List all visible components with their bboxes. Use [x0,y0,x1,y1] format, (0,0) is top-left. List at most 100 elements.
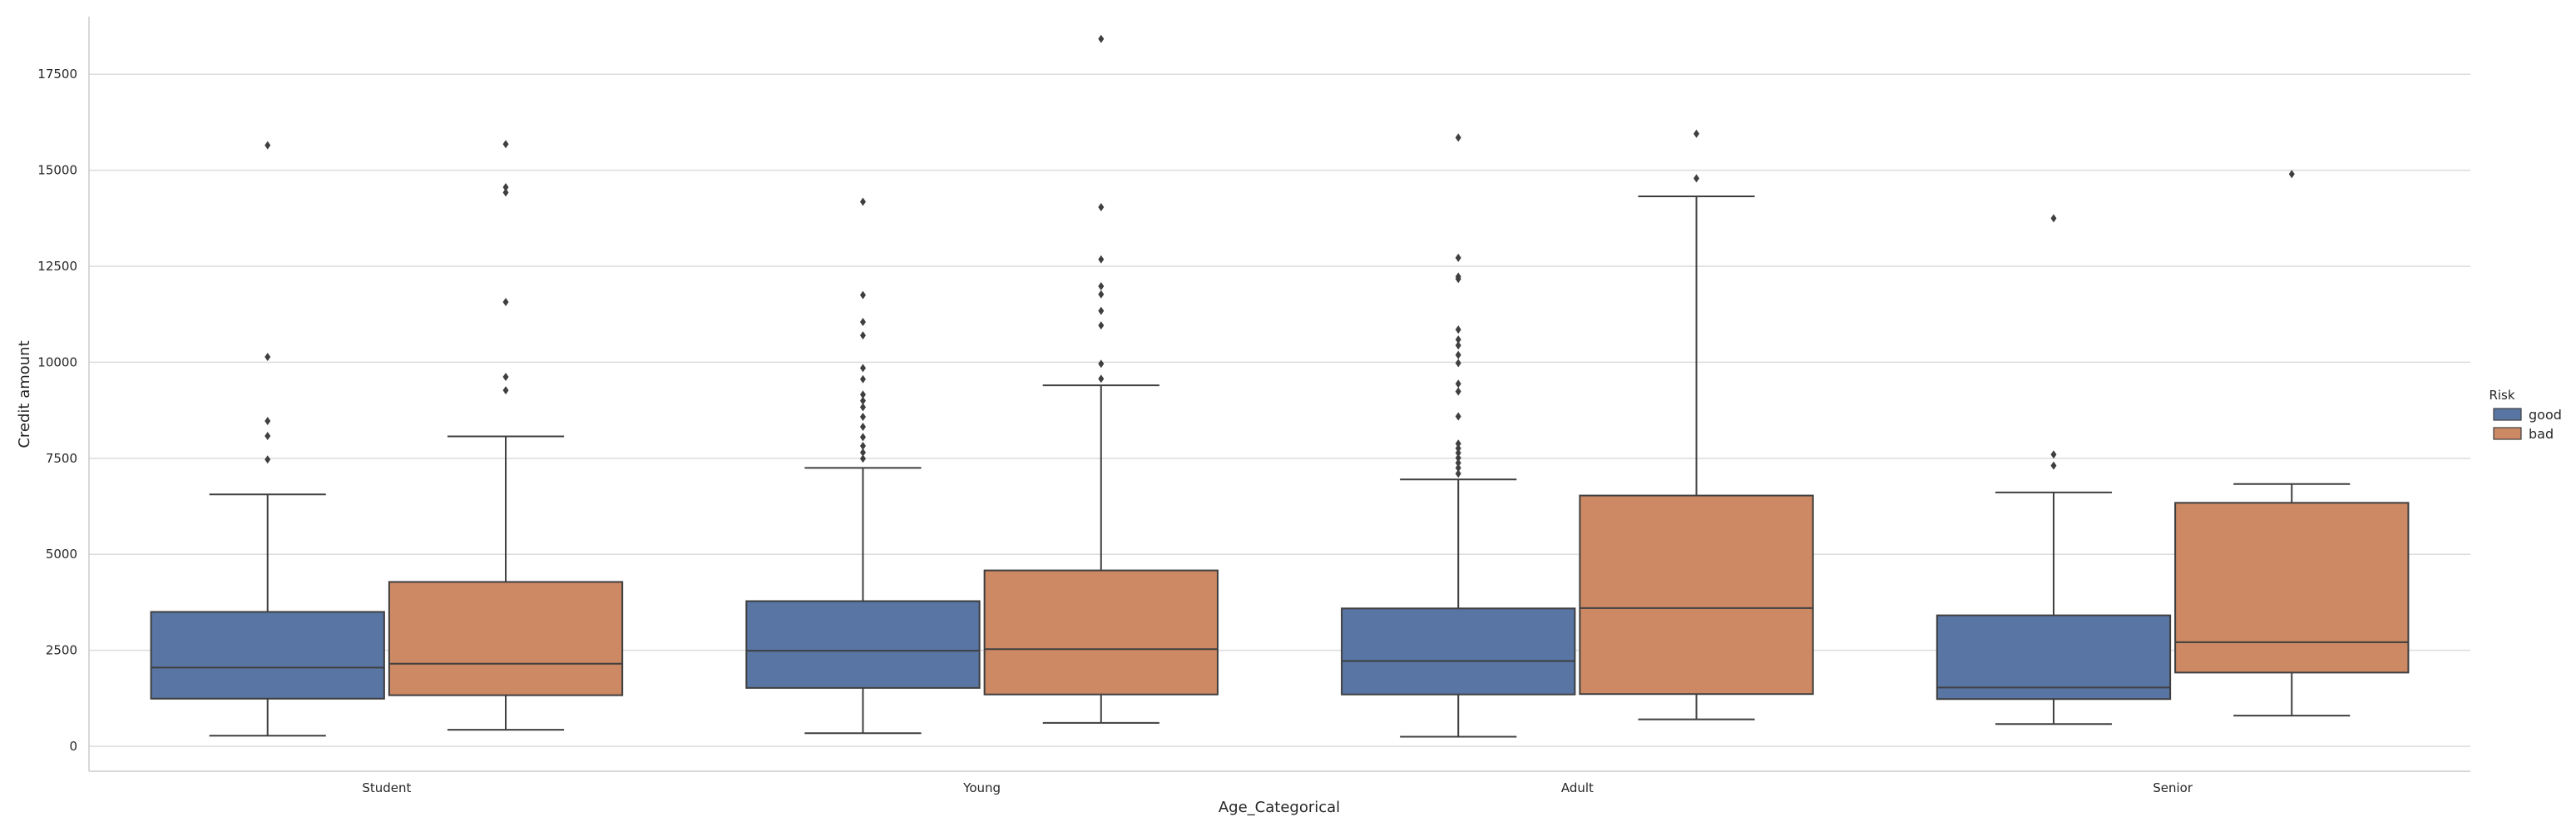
outlier-point [1098,255,1105,264]
y-tick-label: 17500 [37,67,77,82]
iqr-box [1341,607,1576,696]
outlier-point [859,390,866,399]
outlier-point [1455,387,1461,396]
outlier-point [2050,461,2057,470]
outlier-point [1455,335,1461,344]
y-axis-label: Credit amount [16,340,33,448]
outlier-point [1455,458,1461,468]
y-tick-label: 7500 [46,451,77,466]
outlier-point [1098,34,1105,43]
outlier-point [2288,170,2295,179]
outlier-point [1455,359,1461,368]
box-good-young [745,197,981,735]
outlier-point [1455,439,1461,448]
y-tick-label: 15000 [37,163,77,178]
axes [88,17,2470,772]
outlier-point [1455,325,1461,334]
box-good-adult [1341,133,1576,738]
legend-label-good: good [2529,407,2562,423]
box-good-student [150,141,385,737]
outlier-point [859,364,866,373]
outlier-point [1098,290,1105,299]
box-bad-young [983,34,1219,724]
x-tick-labels: Student Young Adult Senior [362,780,2193,795]
outlier-point [502,182,509,191]
outlier-point [1455,443,1461,453]
outlier-point [1098,359,1105,369]
outlier-point [1455,272,1461,281]
outlier-point [1455,412,1461,421]
iqr-box [150,611,385,700]
x-tick-label: Young [962,780,1001,795]
outlier-point [859,403,866,412]
outlier-point [502,140,509,149]
outlier-point [1455,453,1461,463]
iqr-box [1579,494,1814,696]
outlier-point [1455,253,1461,262]
outlier-point [859,290,866,300]
outlier-point [859,197,866,206]
outlier-point [859,412,866,421]
x-tick-label: Adult [1561,780,1594,795]
iqr-box [2174,502,2410,674]
x-tick-label: Student [362,780,411,795]
box-good-senior [1936,214,2172,726]
outlier-point [1693,129,1700,138]
outlier-point [2050,214,2057,223]
outlier-point [1098,282,1105,291]
outlier-point [2050,450,2057,459]
outlier-point [859,454,866,463]
outlier-point [265,352,271,361]
y-tick-label: 10000 [37,354,77,369]
box-bad-senior [2174,170,2410,717]
outlier-point [502,386,509,395]
outlier-point [859,331,866,340]
y-tick-label: 5000 [46,547,77,562]
y-tick-label: 0 [69,739,77,754]
boxes [150,34,2410,738]
outlier-point [265,455,271,464]
outlier-point [265,141,271,150]
outlier-point [1098,202,1105,211]
iqr-box [1936,614,2172,701]
outlier-point [502,372,509,381]
iqr-box [745,600,981,689]
outlier-point [1098,321,1105,330]
outlier-point [859,448,866,457]
outlier-point [1693,174,1700,183]
outlier-point [859,433,866,442]
outlier-point [1098,306,1105,315]
outlier-point [1455,379,1461,389]
iqr-box [983,569,1219,696]
outlier-point [859,317,866,326]
y-tick-label: 2500 [46,643,77,658]
outlier-point [1455,448,1461,458]
x-tick-label: Senior [2153,780,2193,795]
outlier-point [1098,374,1105,384]
iqr-box [388,581,624,696]
legend-title: Risk [2489,388,2514,403]
legend-swatch-good [2493,408,2522,421]
y-tick-label: 12500 [37,259,77,274]
box-bad-adult [1579,129,1814,721]
outlier-point [1455,463,1461,473]
outlier-point [859,396,866,405]
y-tick-labels: 0 2500 5000 7500 10000 12500 15000 17500 [37,67,77,754]
outlier-point [859,442,866,451]
outlier-point [859,374,866,384]
box-bad-student [388,140,624,731]
legend: Risk good bad [2489,388,2561,442]
outlier-point [1455,469,1461,478]
outlier-point [1455,350,1461,359]
x-axis-label: Age_Categorical [1219,799,1340,816]
outlier-point [502,297,509,306]
outlier-point [502,188,509,197]
outlier-point [1455,341,1461,350]
outlier-point [265,417,271,426]
legend-swatch-bad [2493,427,2522,440]
outlier-point [1455,133,1461,142]
outlier-point [265,432,271,441]
legend-label-bad: bad [2529,426,2554,442]
outlier-point [859,422,866,431]
